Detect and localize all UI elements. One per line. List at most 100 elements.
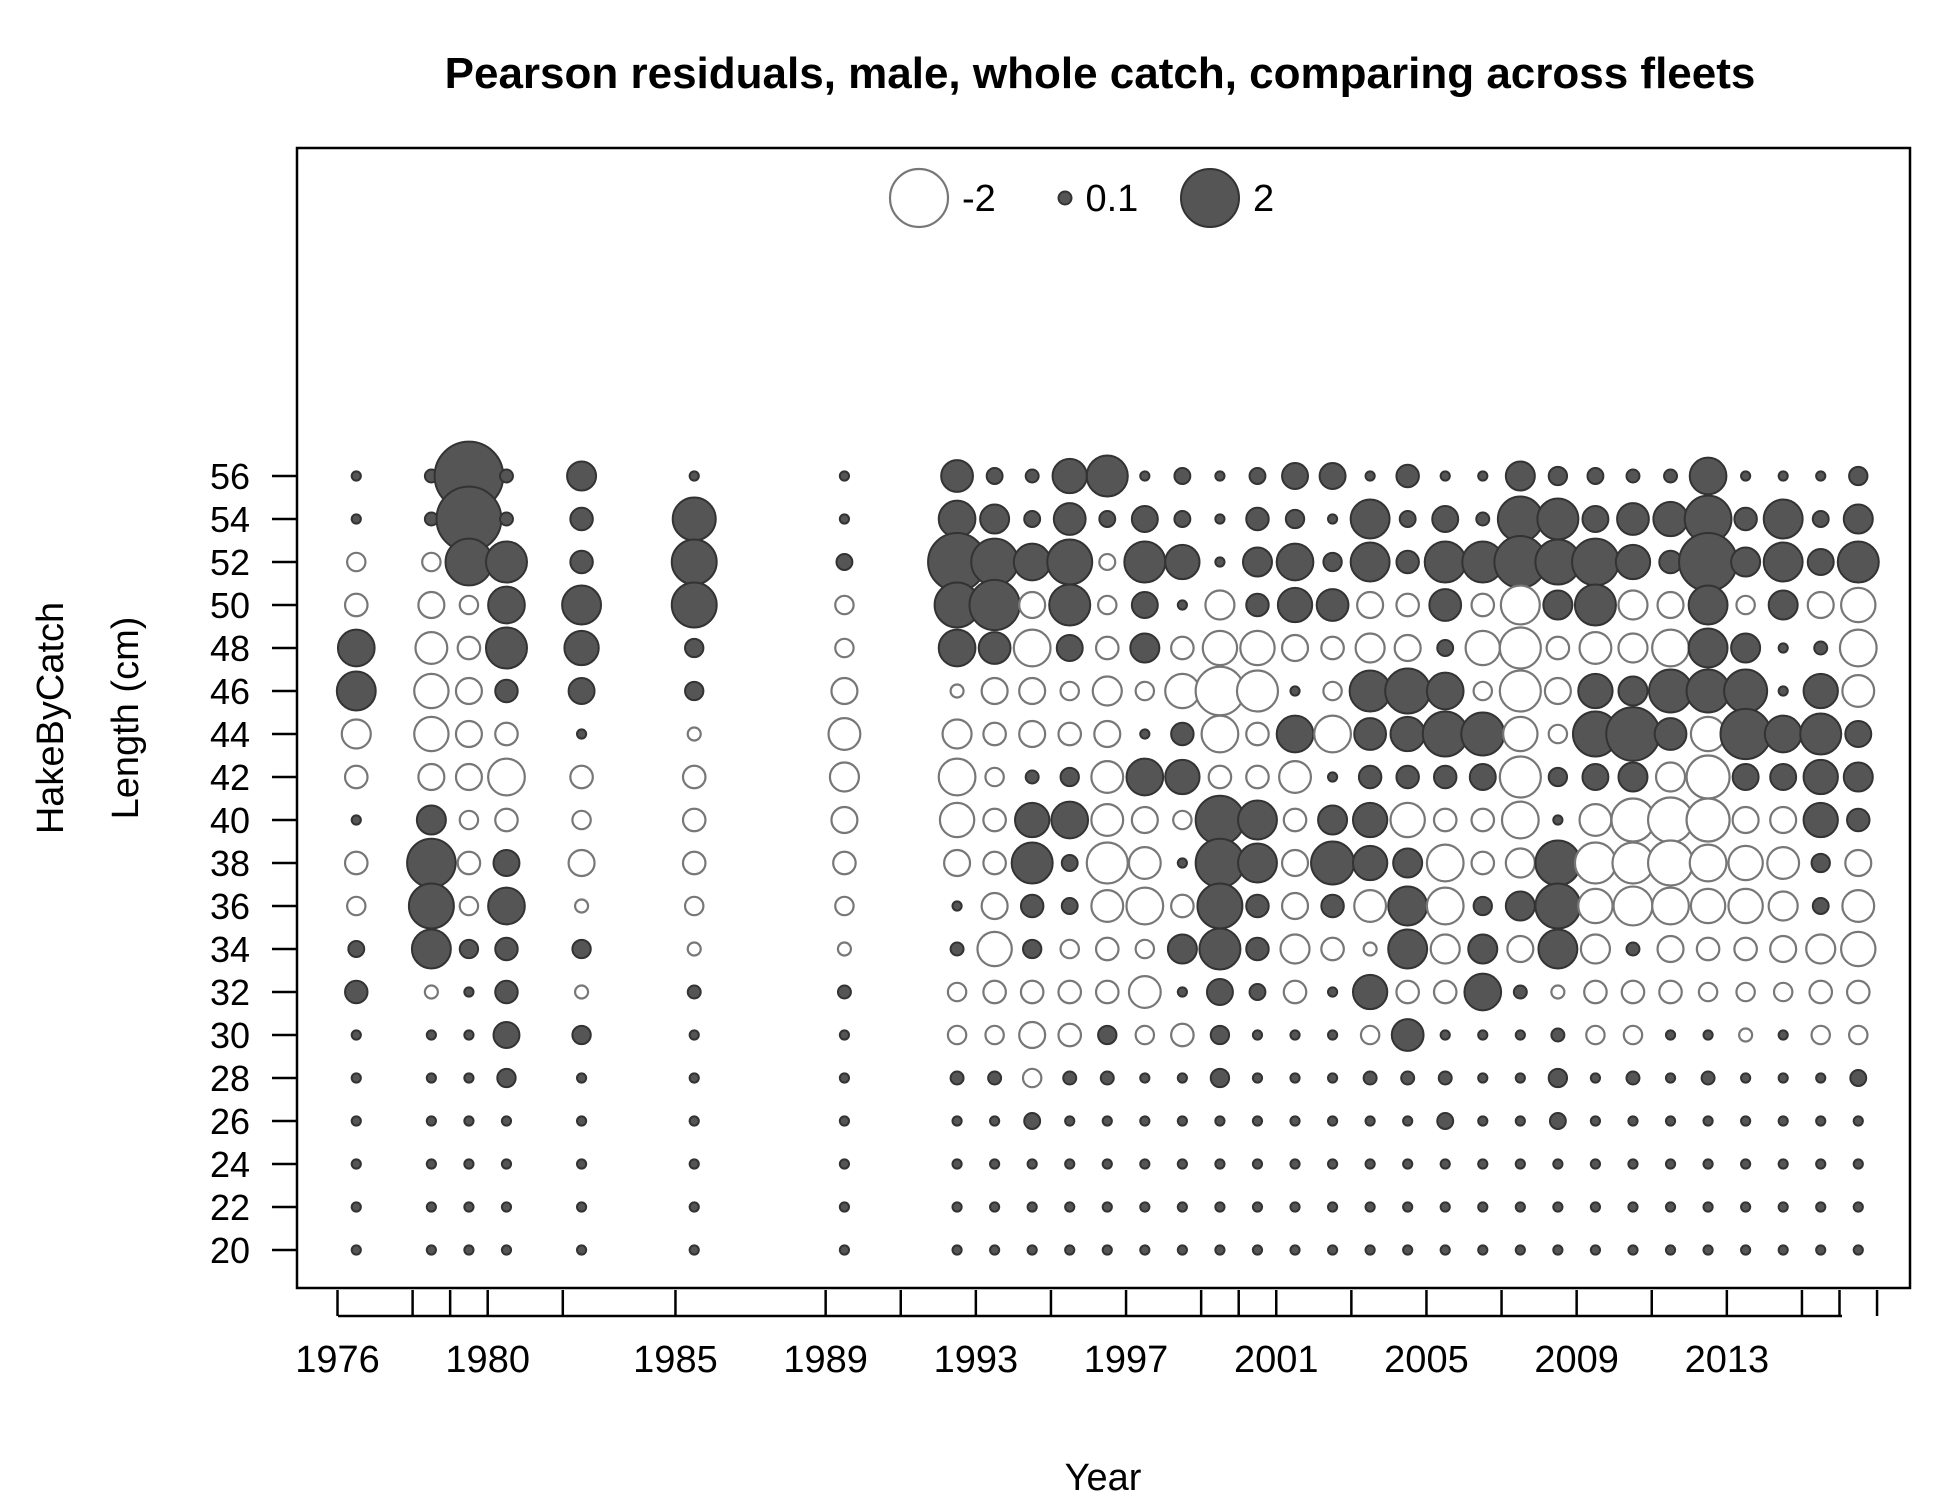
residual-bubble <box>943 848 972 878</box>
residual-bubble <box>1849 1069 1868 1087</box>
residual-bubble <box>1627 1244 1639 1256</box>
residual-bubble <box>494 807 519 833</box>
residual-bubble <box>1719 707 1772 761</box>
residual-bubble <box>425 1072 437 1084</box>
residual-bubble <box>1214 1115 1226 1127</box>
residual-bubble <box>1740 470 1752 482</box>
residual-bubble <box>571 809 592 831</box>
residual-bubble <box>1387 928 1429 970</box>
residual-bubble <box>571 938 592 960</box>
residual-bubble <box>1472 895 1493 917</box>
residual-bubble <box>1170 893 1195 919</box>
residual-bubble <box>1578 631 1613 665</box>
residual-bubble <box>1799 712 1843 756</box>
residual-bubble <box>575 1072 588 1084</box>
residual-bubble <box>575 1201 588 1213</box>
residual-bubble <box>335 670 377 712</box>
residual-bubble <box>1194 794 1246 846</box>
residual-bubble <box>1514 1201 1526 1213</box>
residual-bubble <box>1362 1070 1378 1086</box>
residual-bubble <box>1123 540 1167 584</box>
residual-bubble <box>1214 556 1226 568</box>
residual-bubble <box>1313 714 1353 754</box>
residual-bubble <box>1653 717 1688 751</box>
residual-bubble <box>1769 805 1798 835</box>
y-axis-label-line1: HakeByCatch <box>30 602 72 834</box>
residual-bubble <box>838 470 851 482</box>
residual-bubble <box>454 676 483 706</box>
residual-bubble <box>1815 1072 1827 1084</box>
residual-bubble <box>1589 1201 1602 1213</box>
residual-bubble <box>1658 979 1683 1005</box>
residual-bubble <box>567 677 596 705</box>
residual-bubble <box>1139 1201 1151 1213</box>
residual-bubble <box>832 850 857 876</box>
residual-bubble <box>1094 979 1120 1005</box>
residual-bubble <box>1012 628 1052 668</box>
residual-bubble <box>1194 837 1246 889</box>
residual-bubble <box>1620 979 1646 1005</box>
residual-bubble <box>1685 797 1731 843</box>
residual-bubble <box>1846 807 1871 833</box>
residual-bubble <box>937 628 977 668</box>
residual-bubble <box>1315 588 1350 622</box>
residual-bubble <box>1349 541 1391 583</box>
residual-bubble <box>492 849 521 877</box>
residual-bubble <box>350 470 362 482</box>
residual-bubble <box>1589 1115 1602 1127</box>
residual-bubble <box>1353 889 1388 923</box>
residual-bubble <box>425 1244 437 1256</box>
residual-bubble <box>1740 1158 1752 1170</box>
residual-bubble <box>1552 1201 1564 1213</box>
residual-bubble <box>1578 803 1613 837</box>
residual-bubble <box>1472 680 1494 702</box>
residual-bubble <box>1018 676 1047 706</box>
chart-title: Pearson residuals, male, whole catch, co… <box>445 49 1756 98</box>
residual-bubble <box>1024 468 1040 484</box>
residual-bubble <box>1439 1201 1451 1213</box>
residual-bubble <box>1514 1158 1526 1170</box>
residual-bubble <box>1651 886 1690 926</box>
residual-bubble <box>1777 1158 1789 1170</box>
residual-bubble <box>1617 589 1649 621</box>
residual-bubble <box>454 719 483 749</box>
residual-bubble <box>1627 1115 1639 1127</box>
plot-frame <box>295 146 1912 1290</box>
residual-bubble <box>1176 1158 1188 1170</box>
residual-bubble <box>1514 1244 1526 1256</box>
residual-bubble <box>561 584 603 626</box>
residual-bubble <box>498 511 514 527</box>
residual-bubble <box>1477 1029 1489 1041</box>
residual-bubble <box>1046 538 1094 586</box>
residual-bubble <box>688 1115 700 1127</box>
residual-bubble <box>423 984 439 1000</box>
residual-bubble <box>1364 1158 1376 1170</box>
residual-bubble <box>343 764 369 790</box>
residual-bubble <box>1815 470 1827 482</box>
residual-bubble <box>982 850 1007 876</box>
residual-bubble <box>1280 891 1310 921</box>
residual-bubble <box>1057 1022 1083 1048</box>
residual-bubble <box>1055 634 1084 662</box>
residual-bubble <box>1689 887 1727 925</box>
residual-bubble <box>1664 1244 1677 1256</box>
residual-bubble <box>1656 590 1685 620</box>
residual-bubble <box>1026 1201 1038 1213</box>
residual-bubble <box>1364 1201 1376 1213</box>
residual-bubble <box>1589 1244 1602 1256</box>
residual-bubble <box>1099 1070 1115 1086</box>
residual-bubble <box>683 895 705 917</box>
residual-bubble <box>425 1201 437 1213</box>
y-axis-label-line2: Length (cm) <box>105 617 147 820</box>
y-tick-label: 22 <box>210 1187 250 1228</box>
residual-bubble <box>1164 672 1201 710</box>
residual-bubble <box>1280 848 1310 878</box>
residual-bubble <box>1840 930 1877 968</box>
residual-bubble <box>1547 766 1569 788</box>
residual-bubble <box>1395 764 1420 790</box>
y-tick-label: 24 <box>210 1144 250 1185</box>
residual-bubble <box>1395 463 1420 489</box>
residual-bubble <box>941 718 973 750</box>
residual-bubble <box>1841 889 1876 923</box>
y-tick-label: 34 <box>210 929 250 970</box>
